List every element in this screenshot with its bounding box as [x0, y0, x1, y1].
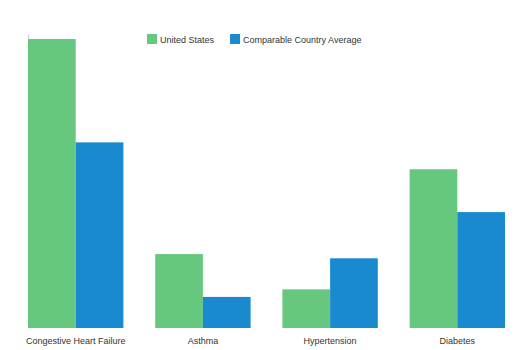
- x-tick-label: Congestive Heart Failure: [26, 336, 126, 346]
- x-tick-label: Asthma: [188, 336, 219, 346]
- legend-swatch: [147, 34, 157, 44]
- bar-series: [28, 39, 457, 328]
- legend-item: Comparable Country Average: [230, 34, 361, 45]
- bar: [410, 169, 458, 328]
- x-tick: Diabetes: [440, 328, 476, 346]
- legend-label: Comparable Country Average: [243, 35, 361, 45]
- legend-item: United States: [147, 34, 215, 45]
- x-axis: Congestive Heart Failure Asthma Hypertensi…: [26, 328, 476, 346]
- x-tick-label: Hypertension: [304, 336, 357, 346]
- x-tick-label: Diabetes: [440, 336, 476, 346]
- x-tick: Congestive Heart Failure: [26, 328, 126, 346]
- bar: [282, 289, 330, 328]
- bar-series: [76, 142, 505, 328]
- plot-area: [28, 39, 505, 328]
- bar: [155, 254, 203, 328]
- legend-swatch: [230, 34, 240, 44]
- x-tick: Asthma: [188, 328, 219, 346]
- legend-label: United States: [160, 35, 215, 45]
- legend: United States Comparable Country Average: [147, 34, 361, 45]
- chart: Congestive Heart Failure Asthma Hypertensi…: [0, 0, 525, 350]
- bar: [28, 39, 76, 328]
- bar: [203, 297, 251, 328]
- bar: [76, 142, 124, 328]
- bar: [457, 212, 505, 328]
- bar: [330, 258, 378, 328]
- x-tick: Hypertension: [304, 328, 357, 346]
